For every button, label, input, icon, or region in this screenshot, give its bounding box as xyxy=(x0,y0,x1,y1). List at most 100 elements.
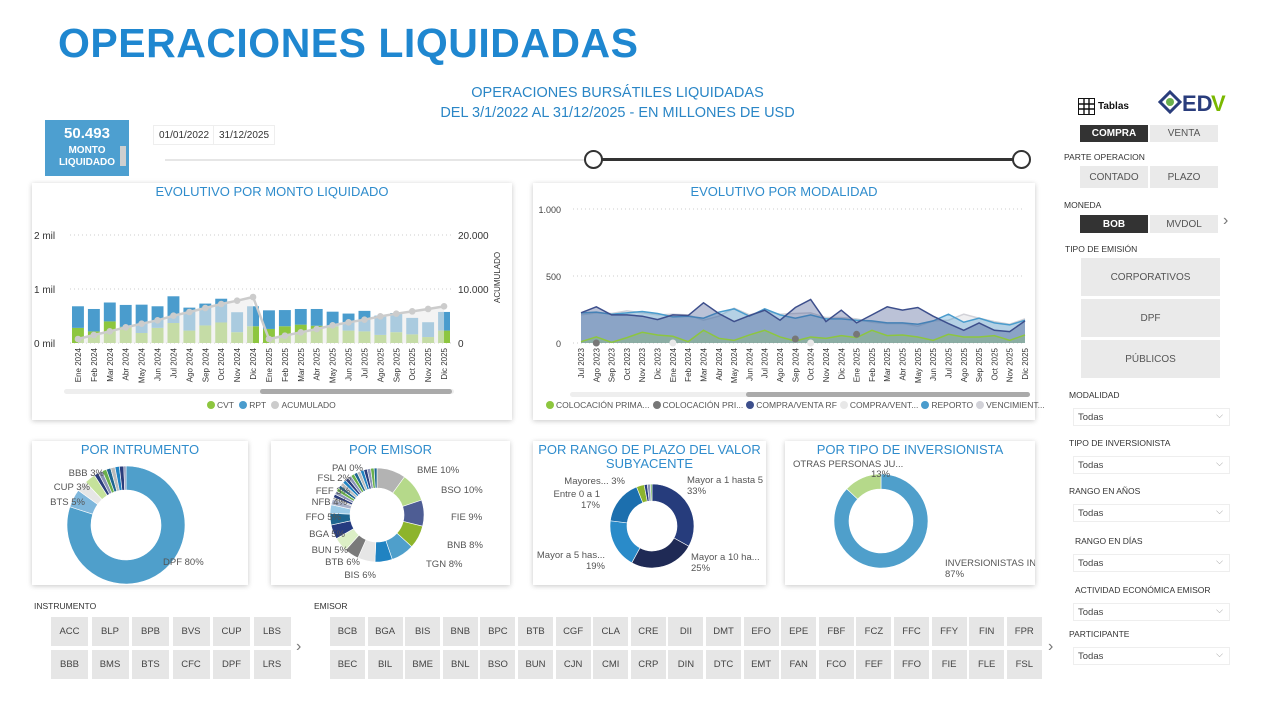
publicos-button[interactable]: PÚBLICOS xyxy=(1081,340,1220,378)
emisor-button-fle[interactable]: FLE xyxy=(969,650,1005,679)
emisor-button-bnb[interactable]: BNB xyxy=(442,617,478,646)
emisor-button-emt[interactable]: EMT xyxy=(743,650,779,679)
emisor-button-ffo[interactable]: FFO xyxy=(894,650,929,679)
emisor-button-bnl[interactable]: BNL xyxy=(442,650,478,679)
emisor-button-fin[interactable]: FIN xyxy=(969,617,1005,646)
scrollbar-thumb[interactable] xyxy=(746,392,1030,397)
emisor-button-cla[interactable]: CLA xyxy=(593,617,629,646)
filter-dropdown-4[interactable]: Todas ⌵ xyxy=(1073,603,1230,621)
emisor-button-fie[interactable]: FIE xyxy=(931,650,967,679)
corporativos-button[interactable]: CORPORATIVOS xyxy=(1081,258,1220,296)
instrumento-button-bvs[interactable]: BVS xyxy=(172,617,210,646)
instrumento-button-bts[interactable]: BTS xyxy=(132,650,169,679)
x-tick-label: Mar 2024 xyxy=(106,347,115,381)
emisor-button-din[interactable]: DIN xyxy=(668,650,704,679)
dpf-button[interactable]: DPF xyxy=(1081,299,1220,337)
emisor-button-ffc[interactable]: FFC xyxy=(894,617,929,646)
emisor-button-fan[interactable]: FAN xyxy=(781,650,817,679)
venta-toggle[interactable]: VENTA xyxy=(1150,125,1218,142)
emisor-button-fsl[interactable]: FSL xyxy=(1006,650,1042,679)
instrumento-button-dpf[interactable]: DPF xyxy=(213,650,250,679)
tables-link[interactable]: Tablas xyxy=(1098,101,1129,112)
date-slider-start-handle[interactable] xyxy=(584,150,603,169)
x-tick-label: Dic 2025 xyxy=(440,347,449,379)
emisor-next-icon[interactable]: › xyxy=(1048,638,1054,655)
donut-label: Mayores... 3% xyxy=(564,476,625,487)
scrollbar-thumb[interactable] xyxy=(260,389,452,394)
instrumento-button-bpb[interactable]: BPB xyxy=(132,617,169,646)
donut-label: FSL 2% xyxy=(318,473,352,484)
emisor-button-fpr[interactable]: FPR xyxy=(1006,617,1042,646)
emisor-button-btb[interactable]: BTB xyxy=(518,617,553,646)
table-grid-icon[interactable] xyxy=(1078,98,1095,115)
filter-dropdown-3[interactable]: Todas ⌵ xyxy=(1073,554,1230,572)
donut-label: PAI 0% xyxy=(332,463,364,474)
instrumento-button-lbs[interactable]: LBS xyxy=(253,617,291,646)
instrumento-button-bms[interactable]: BMS xyxy=(91,650,129,679)
area-compra-venta-rf xyxy=(581,299,1025,343)
instrumento-button-acc[interactable]: ACC xyxy=(51,617,88,646)
emisor-button-fbf[interactable]: FBF xyxy=(818,617,854,646)
emisor-button-dmt[interactable]: DMT xyxy=(706,617,741,646)
compra-toggle[interactable]: COMPRA xyxy=(1080,125,1148,142)
emisor-button-fco[interactable]: FCO xyxy=(818,650,854,679)
emisor-button-epe[interactable]: EPE xyxy=(781,617,817,646)
filter-dropdown-2[interactable]: Todas ⌵ xyxy=(1073,504,1230,522)
emisor-button-cgf[interactable]: CGF xyxy=(555,617,591,646)
moneda-next-icon[interactable]: › xyxy=(1223,212,1229,229)
mvdol-toggle[interactable]: MVDOL xyxy=(1150,215,1218,233)
instrumento-button-cfc[interactable]: CFC xyxy=(172,650,210,679)
emisor-button-cre[interactable]: CRE xyxy=(630,617,666,646)
acumulado-area xyxy=(77,296,254,343)
filter-dropdown-1[interactable]: Todas ⌵ xyxy=(1073,456,1230,474)
filter-dropdown-5[interactable]: Todas ⌵ xyxy=(1073,647,1230,665)
y-tick-label: 1.000 xyxy=(538,205,561,215)
emisor-button-bil[interactable]: BIL xyxy=(367,650,403,679)
filter-dropdown-0[interactable]: Todas ⌵ xyxy=(1073,408,1230,426)
x-tick-label: Jun 2024 xyxy=(154,347,163,380)
emisor-button-ffy[interactable]: FFY xyxy=(931,617,967,646)
instrumento-button-blp[interactable]: BLP xyxy=(91,617,129,646)
line-colocaci-n-prima- xyxy=(580,329,1026,344)
donut-slice-mayor-a-5-has- xyxy=(609,520,641,564)
emisor-button-bso[interactable]: BSO xyxy=(480,650,516,679)
report-subtitle-range: DEL 3/1/2022 AL 31/12/2025 - EN MILLONES… xyxy=(440,105,795,121)
donut-label: 13% xyxy=(871,469,891,480)
donut-label: DPF 80% xyxy=(163,557,204,568)
emisor-button-crp[interactable]: CRP xyxy=(630,650,666,679)
instrumento-button-cup[interactable]: CUP xyxy=(213,617,250,646)
date-slider-end-handle[interactable] xyxy=(1012,150,1031,169)
emisor-button-bga[interactable]: BGA xyxy=(367,617,403,646)
emisor-button-fcz[interactable]: FCZ xyxy=(856,617,892,646)
emisor-button-bec[interactable]: BEC xyxy=(330,650,365,679)
kpi-scrollbar[interactable] xyxy=(120,146,126,166)
bob-toggle[interactable]: BOB xyxy=(1080,215,1148,233)
emisor-button-cmi[interactable]: CMI xyxy=(593,650,629,679)
emisor-button-efo[interactable]: EFO xyxy=(743,617,779,646)
instrumento-button-bbb[interactable]: BBB xyxy=(51,650,88,679)
emisor-button-cjn[interactable]: CJN xyxy=(555,650,591,679)
emisor-button-bme[interactable]: BME xyxy=(405,650,441,679)
start-date-input[interactable]: 01/01/2022 xyxy=(153,125,216,145)
emisor-button-bun[interactable]: BUN xyxy=(518,650,553,679)
plazo-toggle[interactable]: PLAZO xyxy=(1150,166,1218,188)
end-date-input[interactable]: 31/12/2025 xyxy=(213,125,276,145)
chart-title: POR EMISOR xyxy=(348,442,433,457)
emisor-button-bis[interactable]: BIS xyxy=(405,617,441,646)
chart-title: EVOLUTIVO POR MONTO LIQUIDADO xyxy=(155,184,389,199)
bar-rpt xyxy=(326,311,339,327)
emisor-button-fef[interactable]: FEF xyxy=(856,650,892,679)
emisor-button-dtc[interactable]: DTC xyxy=(706,650,741,679)
area-colocaci-n-prima- xyxy=(581,330,1025,343)
instrumento-button-lrs[interactable]: LRS xyxy=(253,650,291,679)
donut-label: Mayor a 1 hasta 5 xyxy=(687,475,763,486)
donut-label: CUP 3% xyxy=(54,482,91,493)
dropdown-value: Todas xyxy=(1078,412,1104,423)
donut-label: TGN 8% xyxy=(426,559,463,570)
instrumento-next-icon[interactable]: › xyxy=(296,638,302,655)
emisor-button-dii[interactable]: DII xyxy=(668,617,704,646)
contado-toggle[interactable]: CONTADO xyxy=(1080,166,1148,188)
emisor-button-bpc[interactable]: BPC xyxy=(480,617,516,646)
emisor-button-bcb[interactable]: BCB xyxy=(330,617,365,646)
donut-slice xyxy=(123,465,127,491)
